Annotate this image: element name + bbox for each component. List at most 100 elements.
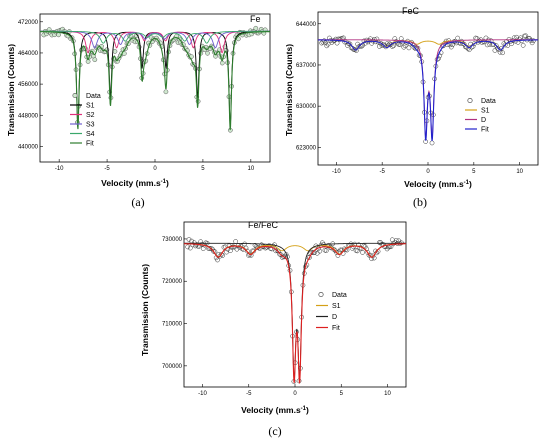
x-tick-label: 5	[201, 166, 205, 172]
data-point	[219, 252, 224, 257]
data-point	[397, 42, 403, 47]
chart-panel-c: Fe/FeC (c) Velocity (mm.s-1) Transmissio…	[140, 220, 407, 438]
legend: Data S1 S2 S3 S4 Fit	[70, 93, 101, 148]
data-point	[377, 44, 382, 49]
y-axis-label: Transmission (Counts)	[6, 44, 16, 136]
y-tick-label: 630000	[296, 104, 317, 110]
data-point	[163, 89, 169, 95]
x-tick-label: 0	[153, 166, 157, 172]
panel-label: (a)	[131, 195, 144, 209]
plot-area	[318, 33, 538, 146]
legend-marker	[72, 93, 78, 99]
data-point	[353, 48, 359, 53]
data-point	[516, 36, 522, 42]
data-point	[319, 40, 325, 46]
data-point	[531, 38, 536, 44]
chart-title: Fe/FeC	[248, 220, 279, 230]
data-point	[334, 40, 340, 46]
y-tick-label: 472000	[18, 20, 39, 26]
data-point	[285, 254, 290, 260]
x-axis-label: Velocity (mm.s-1)	[101, 178, 169, 188]
chart-title: Fe	[250, 14, 261, 24]
data-point	[217, 253, 223, 259]
data-point	[344, 43, 350, 48]
legend-entry: D	[481, 117, 486, 124]
y-tick-label: 448000	[18, 113, 39, 119]
data-point	[495, 45, 500, 51]
data-point	[493, 43, 499, 48]
x-tick-label: 0	[293, 391, 297, 397]
y-tick-label: 644000	[296, 22, 317, 28]
data-point	[198, 239, 203, 244]
x-tick-label: -10	[198, 391, 207, 397]
data-point	[448, 44, 454, 50]
data-point	[324, 43, 330, 49]
series-line-s4	[40, 30, 270, 44]
x-tick-label: -5	[104, 166, 110, 172]
x-axis-label: Velocity (mm.s-1)	[241, 405, 309, 415]
legend-entry: S1	[86, 103, 95, 110]
data-point	[187, 245, 193, 251]
legend-marker	[467, 98, 473, 104]
data-point	[505, 43, 511, 48]
y-tick-label: 464000	[18, 51, 39, 57]
y-tick-label: 700000	[162, 364, 183, 370]
x-tick-label: 5	[340, 391, 344, 397]
legend-entry: S2	[86, 112, 95, 119]
data-markers	[41, 25, 268, 133]
panel-label: (b)	[413, 195, 427, 209]
x-axis-label: Velocity (mm.s-1)	[404, 179, 472, 189]
data-point	[401, 44, 407, 50]
data-point	[56, 32, 61, 38]
legend: Data S1 D Fit	[465, 98, 496, 134]
y-tick-label: 456000	[18, 82, 39, 88]
data-point	[283, 252, 289, 257]
legend-marker	[318, 291, 324, 297]
data-point	[253, 25, 259, 31]
data-markers	[319, 33, 536, 146]
data-point	[200, 246, 206, 251]
data-point	[391, 43, 396, 49]
plot-frame	[317, 11, 539, 166]
data-point	[461, 41, 467, 47]
data-point	[215, 257, 220, 263]
y-tick-label: 720000	[162, 279, 183, 285]
legend-entry: Data	[481, 98, 496, 105]
data-point	[205, 50, 210, 56]
data-point	[389, 44, 395, 49]
data-point	[209, 246, 215, 252]
data-point	[244, 248, 250, 254]
series-line-fit	[40, 31, 270, 131]
legend-entry: Data	[332, 292, 347, 299]
legend: Data S1 D Fit	[316, 291, 347, 332]
chart-panel-b: FeC (b) Velocity (mm.s-1) Transmission (…	[284, 6, 539, 209]
legend-entry: S1	[481, 108, 490, 115]
data-point	[263, 245, 268, 251]
y-tick-label: 710000	[162, 322, 183, 328]
legend-entry: S4	[86, 131, 95, 138]
panel-label: (c)	[268, 424, 281, 438]
data-point	[329, 245, 334, 251]
x-tick-label: 10	[384, 391, 391, 397]
legend-entry: D	[332, 314, 337, 321]
data-point	[500, 50, 505, 56]
data-point	[248, 252, 254, 258]
data-point	[393, 238, 399, 243]
y-tick-label: 637000	[296, 63, 317, 69]
data-point	[228, 248, 233, 254]
data-point	[219, 60, 225, 66]
data-point	[406, 45, 412, 51]
data-point	[185, 244, 191, 250]
data-point	[355, 248, 360, 254]
chart-title: FeC	[402, 6, 420, 16]
data-point	[331, 247, 337, 252]
data-point	[520, 42, 526, 48]
data-point	[208, 246, 214, 251]
data-point	[251, 248, 257, 254]
data-point	[413, 46, 418, 51]
data-point	[186, 237, 192, 242]
legend-entry: Fit	[481, 127, 489, 134]
data-point	[382, 43, 387, 48]
data-point	[307, 255, 312, 260]
